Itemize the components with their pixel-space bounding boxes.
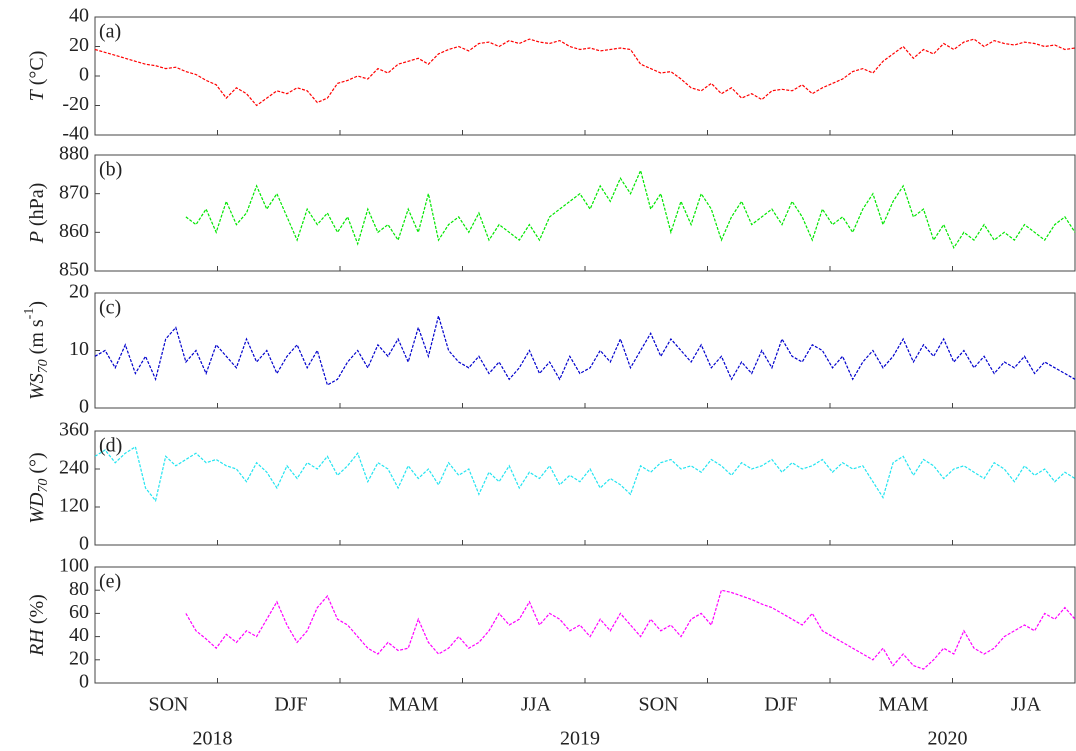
y-axis-label-part: ) xyxy=(26,301,48,308)
y-axis-label-part: WS xyxy=(26,373,48,400)
x-year-label: 2020 xyxy=(928,728,968,750)
y-tick-label: 240 xyxy=(59,457,89,479)
y-tick-label: 60 xyxy=(69,601,89,623)
panel-label: (e) xyxy=(99,571,121,593)
series-line xyxy=(185,168,1076,250)
y-tick-label: 20 xyxy=(69,34,89,56)
x-season-label: DJF xyxy=(274,694,307,716)
y-tick-label: 40 xyxy=(69,5,89,27)
x-season-label: JJA xyxy=(1011,694,1042,716)
y-axis-label-part: -1 xyxy=(22,308,37,320)
y-tick-label: 850 xyxy=(59,259,89,281)
y-tick-label: 860 xyxy=(59,220,89,242)
x-season-label: MAM xyxy=(878,694,928,716)
y-axis-label-part: 70 xyxy=(36,359,51,373)
panel-frame xyxy=(94,16,1076,136)
panel-label: (a) xyxy=(99,21,121,43)
y-axis-label-part: (m s xyxy=(26,319,48,359)
panel-frame xyxy=(94,430,1076,546)
y-tick-label: 120 xyxy=(59,495,89,517)
y-axis-label-part: (%) xyxy=(26,594,48,629)
panel-label: (c) xyxy=(99,297,121,319)
y-tick-label: 40 xyxy=(69,624,89,646)
y-axis-label-part: (°) xyxy=(26,452,48,478)
y-axis-label: P (hPa) xyxy=(26,183,48,245)
y-tick-label: 0 xyxy=(79,396,89,418)
y-axis-label: T (°C) xyxy=(26,51,48,102)
y-tick-label: 20 xyxy=(69,281,89,303)
y-axis-label: WS70 (m s-1) xyxy=(22,301,51,400)
panel-label: (d) xyxy=(99,435,122,457)
y-tick-label: 80 xyxy=(69,578,89,600)
y-tick-label: 880 xyxy=(59,143,89,165)
series-line xyxy=(185,589,1076,670)
y-axis-label-part: 70 xyxy=(36,479,51,493)
y-axis-label-part: RH xyxy=(26,628,48,657)
x-season-label: DJF xyxy=(764,694,797,716)
y-tick-label: 870 xyxy=(59,181,89,203)
y-axis-label-part: (°C) xyxy=(26,51,48,91)
y-tick-label: 20 xyxy=(69,647,89,669)
panel-label: (b) xyxy=(99,159,122,181)
x-season-label: JJA xyxy=(521,694,552,716)
panel-frame xyxy=(94,154,1076,272)
x-season-label: SON xyxy=(148,694,188,716)
y-axis-label: RH (%) xyxy=(26,594,48,657)
y-tick-label: 0 xyxy=(79,64,89,86)
y-tick-label: 360 xyxy=(59,419,89,441)
series-line xyxy=(94,445,1076,503)
series-line xyxy=(94,313,1076,386)
y-axis-label: WD70 (°) xyxy=(26,452,52,523)
y-axis-label-part: (hPa) xyxy=(26,183,48,231)
y-tick-label: 10 xyxy=(69,338,89,360)
y-axis-label-part: T xyxy=(26,88,48,101)
x-year-label: 2019 xyxy=(560,728,600,750)
series-line xyxy=(94,38,1076,107)
y-tick-label: 0 xyxy=(79,533,89,555)
y-tick-label: 100 xyxy=(59,555,89,577)
x-season-label: SON xyxy=(638,694,678,716)
x-year-label: 2018 xyxy=(193,728,233,750)
y-axis-label-part: WD xyxy=(26,492,48,524)
y-tick-label: -20 xyxy=(62,93,89,115)
y-tick-label: -40 xyxy=(62,123,89,145)
y-axis-label-part: P xyxy=(26,231,48,244)
x-season-label: MAM xyxy=(388,694,438,716)
y-tick-label: 0 xyxy=(79,671,89,693)
